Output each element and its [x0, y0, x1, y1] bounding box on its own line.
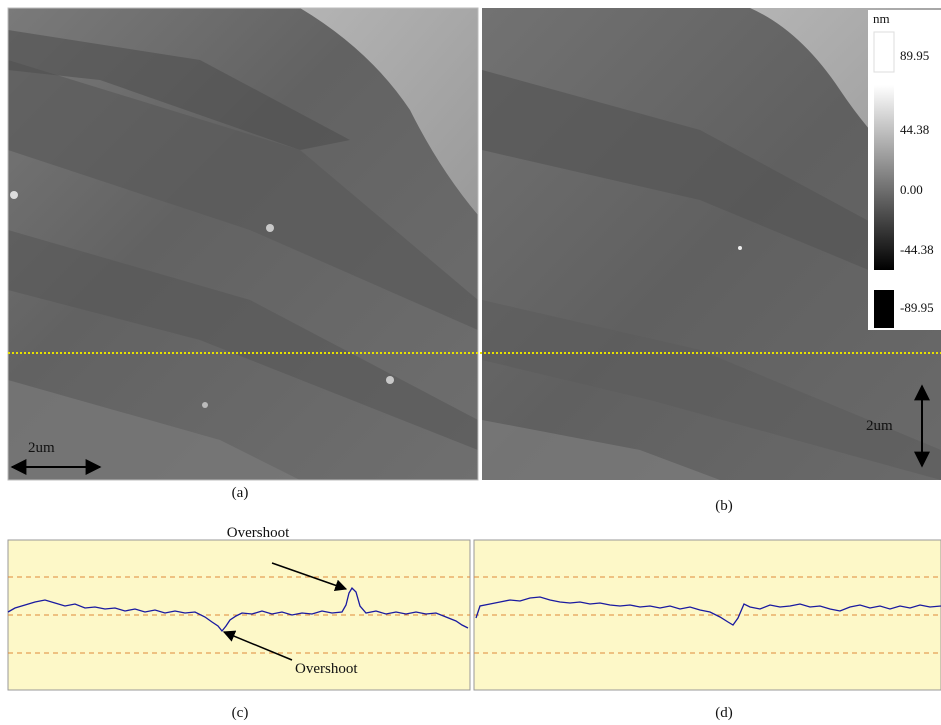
- page: 2um 2um nm 89.95 44.38 0.00 -44.38 -89.9…: [0, 0, 941, 725]
- colorbar-unit: nm: [873, 11, 890, 26]
- colorbar-label: 89.95: [900, 48, 929, 63]
- afm-image-a: [8, 8, 478, 480]
- scale-label: 2um: [866, 418, 893, 434]
- colorbar-label: -89.95: [900, 300, 934, 315]
- annotation: Overshoot: [295, 661, 358, 677]
- profile-c: Overshoot Overshoot: [8, 525, 470, 690]
- annotation: Overshoot: [227, 525, 290, 541]
- colorbar: nm 89.95 44.38 0.00 -44.38 -89.95: [868, 10, 941, 330]
- figure: 2um 2um nm 89.95 44.38 0.00 -44.38 -89.9…: [0, 0, 941, 725]
- gradient: [874, 85, 894, 270]
- colorbar-label: 0.00: [900, 182, 923, 197]
- caption: (a): [232, 485, 249, 501]
- swatch: [874, 290, 894, 328]
- caption: (b): [715, 498, 733, 514]
- caption: (c): [232, 705, 249, 721]
- scale-label: 2um: [28, 440, 55, 456]
- colorbar-label: -44.38: [900, 242, 934, 257]
- colorbar-label: 44.38: [900, 122, 929, 137]
- profile-d: [474, 540, 941, 690]
- swatch: [874, 32, 894, 72]
- caption: (d): [715, 705, 733, 721]
